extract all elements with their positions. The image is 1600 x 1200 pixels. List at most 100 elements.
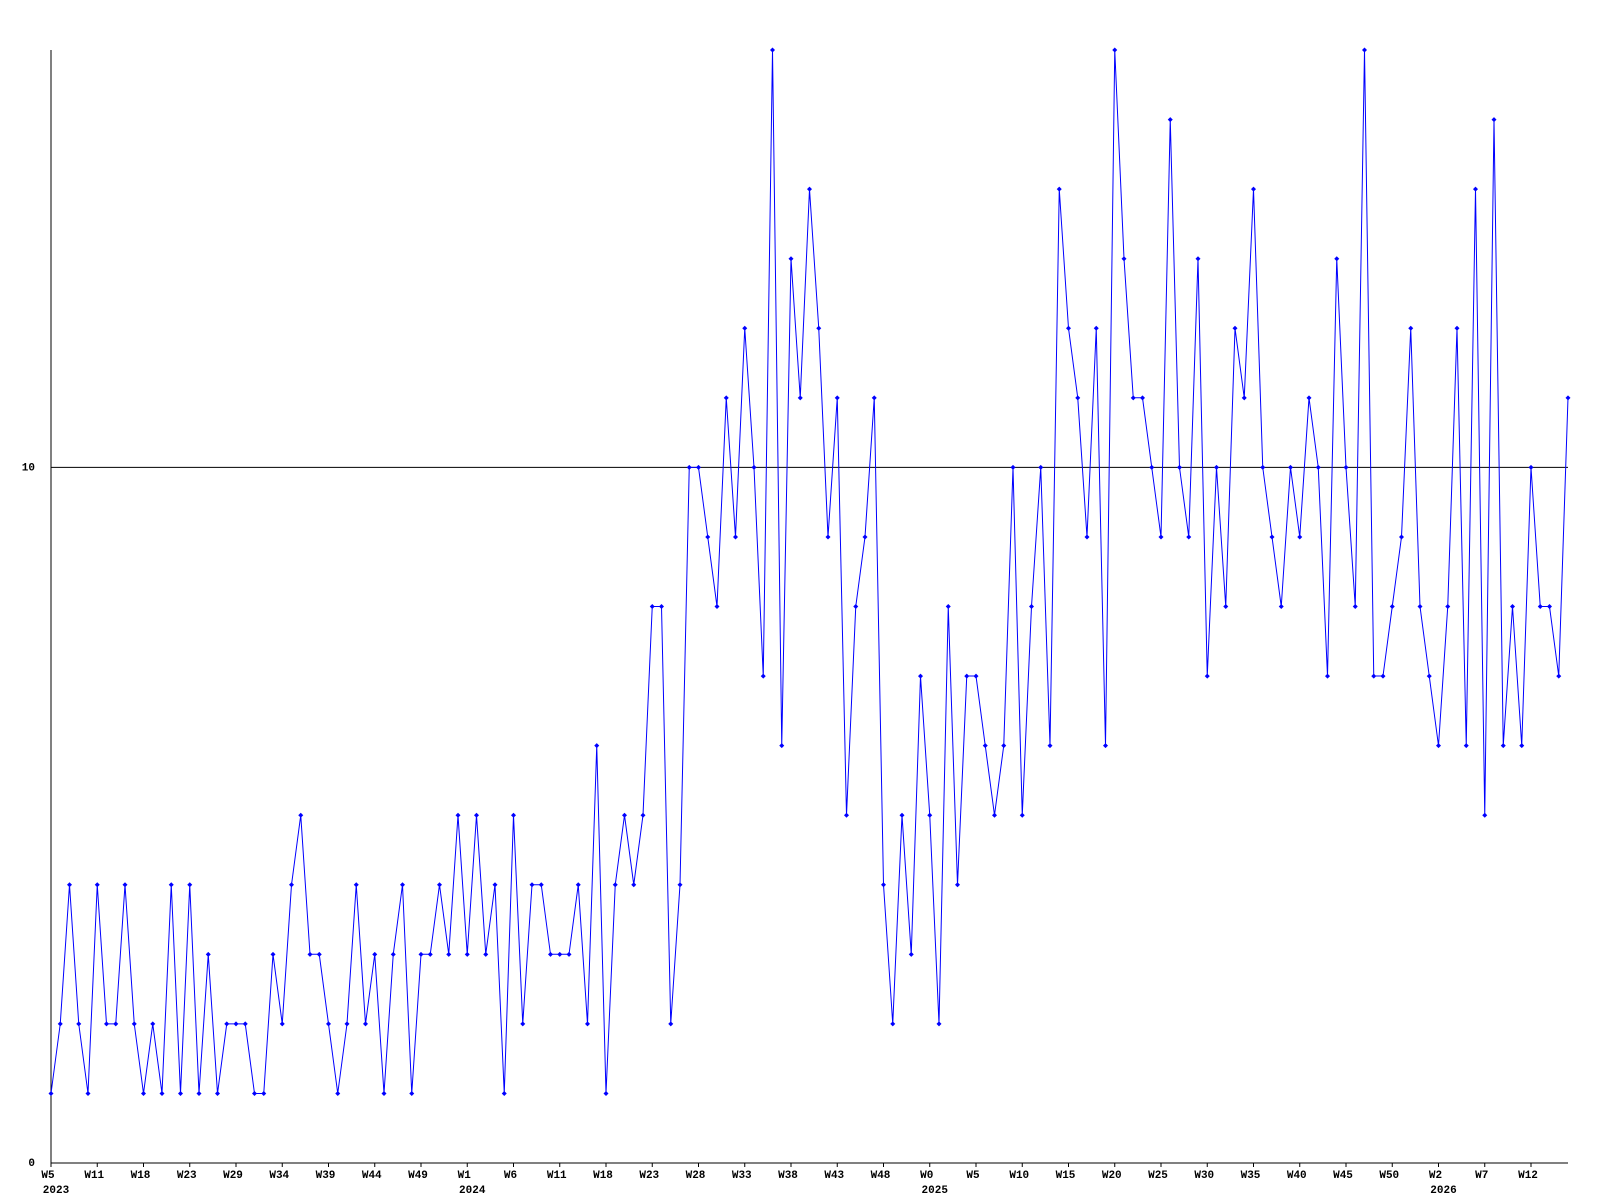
- data-point: [1445, 604, 1451, 609]
- x-tick-label: W18: [131, 1170, 151, 1182]
- data-point: [788, 256, 794, 262]
- data-point: [215, 1090, 220, 1096]
- data-point: [649, 604, 655, 609]
- data-point: [566, 951, 572, 957]
- data-point: [1343, 464, 1349, 470]
- data-point: [464, 951, 470, 957]
- data-point: [1565, 395, 1571, 401]
- data-point: [1334, 256, 1340, 262]
- data-point: [612, 882, 618, 888]
- data-point: [992, 812, 997, 818]
- data-point: [1510, 604, 1515, 609]
- data-point: [492, 882, 498, 888]
- data-point: [733, 534, 738, 540]
- x-tick-label: W30: [1194, 1170, 1214, 1182]
- x-tick-label: W11: [84, 1170, 104, 1182]
- x-tick-label: W28: [686, 1170, 706, 1182]
- data-point: [437, 882, 442, 888]
- data-point: [1278, 604, 1284, 609]
- x-year-label: 2023: [43, 1185, 70, 1197]
- data-point: [705, 534, 711, 540]
- x-tick-label: W11: [547, 1170, 567, 1182]
- x-tick-label: W33: [732, 1170, 752, 1182]
- data-point: [1149, 464, 1155, 470]
- data-point: [76, 1021, 82, 1027]
- data-point: [890, 1021, 896, 1027]
- data-point: [1547, 604, 1552, 609]
- data-point: [326, 1021, 331, 1027]
- data-point: [390, 951, 396, 957]
- data-point: [187, 882, 193, 888]
- y-tick-label: 10: [22, 462, 35, 474]
- x-tick-label: W20: [1102, 1170, 1122, 1182]
- data-point: [1417, 604, 1423, 609]
- data-point: [1519, 743, 1525, 749]
- data-point: [1260, 464, 1266, 470]
- data-point: [797, 395, 803, 401]
- data-point: [834, 395, 840, 401]
- x-tick-label: W48: [871, 1170, 891, 1182]
- data-point: [1288, 464, 1293, 470]
- data-point: [1315, 464, 1321, 470]
- data-point: [1204, 673, 1210, 679]
- data-point: [862, 534, 868, 540]
- x-tick-label: W0: [920, 1170, 933, 1182]
- data-point: [1556, 673, 1562, 679]
- x-tick-label: W5: [41, 1170, 55, 1182]
- x-tick-label: W49: [408, 1170, 428, 1182]
- data-point: [196, 1090, 202, 1096]
- data-point: [122, 882, 128, 888]
- data-point: [908, 951, 914, 957]
- data-point: [686, 464, 692, 470]
- x-tick-label: W6: [504, 1170, 517, 1182]
- x-tick-label: W40: [1287, 1170, 1307, 1182]
- data-point: [1130, 395, 1136, 401]
- data-point: [418, 951, 424, 957]
- data-point: [871, 395, 877, 401]
- data-point: [233, 1021, 239, 1027]
- data-point: [825, 534, 831, 540]
- x-tick-label: W5: [966, 1170, 980, 1182]
- x-tick-label: W23: [177, 1170, 197, 1182]
- data-point: [538, 882, 544, 888]
- data-point: [1251, 186, 1256, 192]
- data-point: [779, 743, 785, 749]
- data-point: [1325, 673, 1330, 679]
- data-point: [113, 1021, 119, 1027]
- data-point: [205, 951, 211, 957]
- x-tick-label: W23: [639, 1170, 659, 1182]
- data-point: [1186, 534, 1192, 540]
- data-point: [1195, 256, 1201, 262]
- data-point: [1029, 604, 1034, 609]
- data-point: [261, 1090, 267, 1096]
- data-point: [1389, 604, 1395, 609]
- x-tick-label: W1: [458, 1170, 472, 1182]
- data-point: [1177, 464, 1182, 470]
- data-point: [353, 882, 359, 888]
- data-point: [807, 186, 812, 192]
- data-point: [1463, 743, 1469, 749]
- data-point: [770, 47, 775, 53]
- data-point: [1408, 325, 1414, 331]
- data-point: [1167, 117, 1173, 123]
- x-tick-label: W29: [223, 1170, 243, 1182]
- data-point: [1473, 186, 1478, 192]
- data-point: [844, 812, 849, 818]
- x-tick-label: W43: [824, 1170, 844, 1182]
- data-point: [575, 882, 581, 888]
- x-tick-label: W50: [1379, 1170, 1399, 1182]
- x-tick-label: W35: [1241, 1170, 1261, 1182]
- data-point: [335, 1090, 341, 1096]
- data-point: [344, 1021, 350, 1027]
- x-tick-label: W18: [593, 1170, 613, 1182]
- x-tick-label: W44: [362, 1170, 382, 1182]
- data-point: [409, 1090, 415, 1096]
- data-point: [242, 1021, 248, 1027]
- data-point: [1306, 395, 1312, 401]
- x-year-label: 2026: [1430, 1185, 1456, 1197]
- data-point: [298, 812, 304, 818]
- data-point: [168, 882, 174, 888]
- data-point: [548, 951, 553, 957]
- data-point: [1075, 395, 1081, 401]
